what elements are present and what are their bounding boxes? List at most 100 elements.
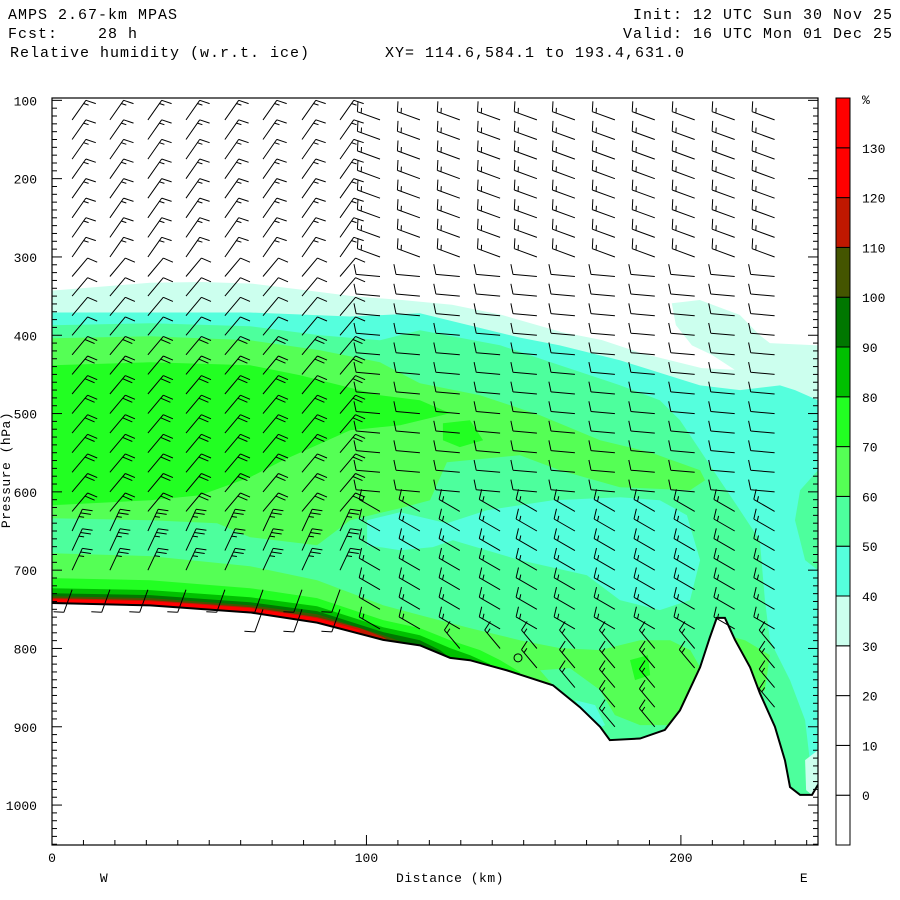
wind-barb	[147, 473, 174, 493]
wind-barb	[358, 528, 381, 552]
wind-barb	[71, 217, 96, 238]
wind-barb	[224, 355, 251, 375]
wind-barb	[711, 218, 735, 238]
wind-barb	[358, 606, 381, 630]
wind-barb	[147, 375, 174, 395]
wind-barb	[671, 238, 695, 258]
wind-barb	[513, 101, 538, 121]
colorbar-swatch	[835, 794, 851, 846]
wind-barb	[109, 453, 136, 473]
wind-barb	[71, 296, 98, 317]
wind-barb	[147, 197, 172, 219]
wind-barb	[109, 138, 134, 160]
wind-barb	[713, 547, 735, 571]
y-axis-label: Pressure (hPa)	[0, 412, 14, 528]
wind-barb	[678, 621, 696, 649]
wind-barb	[109, 433, 136, 454]
wind-barb	[436, 199, 460, 219]
wind-barb	[588, 283, 615, 297]
wind-barb	[551, 199, 576, 219]
wind-barb	[711, 101, 735, 121]
wind-barb	[758, 640, 775, 669]
wind-barb	[551, 218, 576, 238]
wind-barb	[436, 159, 460, 180]
wind-barb	[301, 277, 328, 297]
wind-barb	[477, 159, 501, 180]
colorbar-swatch	[835, 744, 851, 796]
wind-barb	[588, 479, 615, 493]
wind-barb	[751, 179, 775, 199]
axis-ticks	[51, 99, 818, 845]
wind-barb	[478, 489, 501, 512]
valid-time: Valid: 16 UTC Mon 01 Dec 25	[623, 26, 893, 43]
wind-barb	[758, 679, 775, 708]
wind-barb	[339, 473, 366, 493]
colorbar-label: 20	[862, 690, 878, 705]
wind-barb	[551, 159, 576, 180]
wind-barb	[708, 459, 735, 473]
wind-barb	[588, 322, 615, 336]
wind-barb	[147, 236, 172, 258]
wind-barb	[185, 217, 210, 238]
wind-barb	[109, 508, 131, 532]
wind-barb	[671, 101, 695, 121]
wind-barb	[751, 238, 775, 258]
wind-barb	[71, 355, 98, 375]
wind-barb	[478, 547, 501, 571]
wind-barb	[671, 159, 695, 180]
wind-barb	[510, 342, 537, 356]
wind-barb	[713, 586, 735, 610]
wind-barb	[262, 375, 289, 395]
colorbar-label: 10	[862, 739, 878, 754]
wind-barb	[758, 660, 775, 688]
wind-barb	[358, 508, 381, 532]
wind-barb	[438, 567, 461, 591]
colorbar-swatch	[835, 695, 851, 746]
plot-frame	[51, 97, 819, 846]
wind-barb	[513, 199, 538, 219]
wind-barb	[668, 283, 695, 297]
wind-barb	[71, 433, 98, 454]
wind-barb	[436, 218, 460, 238]
wind-barb	[147, 99, 172, 121]
colorbar-swatch	[835, 446, 851, 497]
wind-barb	[301, 257, 328, 277]
wind-barb	[185, 236, 210, 258]
wind-barb	[673, 567, 695, 591]
wind-barb	[708, 303, 735, 317]
wind-barb	[53, 589, 73, 613]
wind-barb	[262, 355, 289, 375]
wind-barb	[478, 528, 501, 552]
wind-barb	[339, 316, 366, 336]
wind-barb	[668, 342, 695, 356]
wind-barb	[510, 440, 537, 454]
wind-barb	[147, 414, 174, 434]
wind-barb	[109, 217, 134, 238]
wind-barb	[753, 567, 775, 591]
wind-barb	[438, 547, 461, 571]
wind-barb	[668, 381, 695, 395]
wind-barb	[109, 394, 136, 414]
colorbar	[835, 97, 851, 846]
wind-barb	[339, 414, 366, 434]
wind-barb	[478, 508, 501, 532]
terrain-fill	[52, 603, 818, 845]
wind-barb	[588, 401, 615, 415]
wind-barb	[628, 264, 655, 277]
wind-barb	[708, 420, 735, 434]
wind-barb	[559, 621, 576, 649]
wind-barb	[147, 277, 174, 297]
wind-barb	[147, 119, 172, 140]
wind-barb	[628, 322, 655, 336]
wind-barb	[473, 303, 501, 317]
wind-barb	[147, 335, 174, 356]
wind-barb	[473, 420, 501, 434]
wind-barb	[262, 236, 287, 258]
wind-barb	[673, 489, 695, 512]
wind-barb	[628, 401, 655, 415]
wind-barb	[71, 528, 93, 551]
wind-barb	[438, 528, 461, 552]
wind-barb	[633, 489, 656, 512]
wind-barb	[588, 440, 615, 454]
wind-barb	[301, 433, 328, 454]
